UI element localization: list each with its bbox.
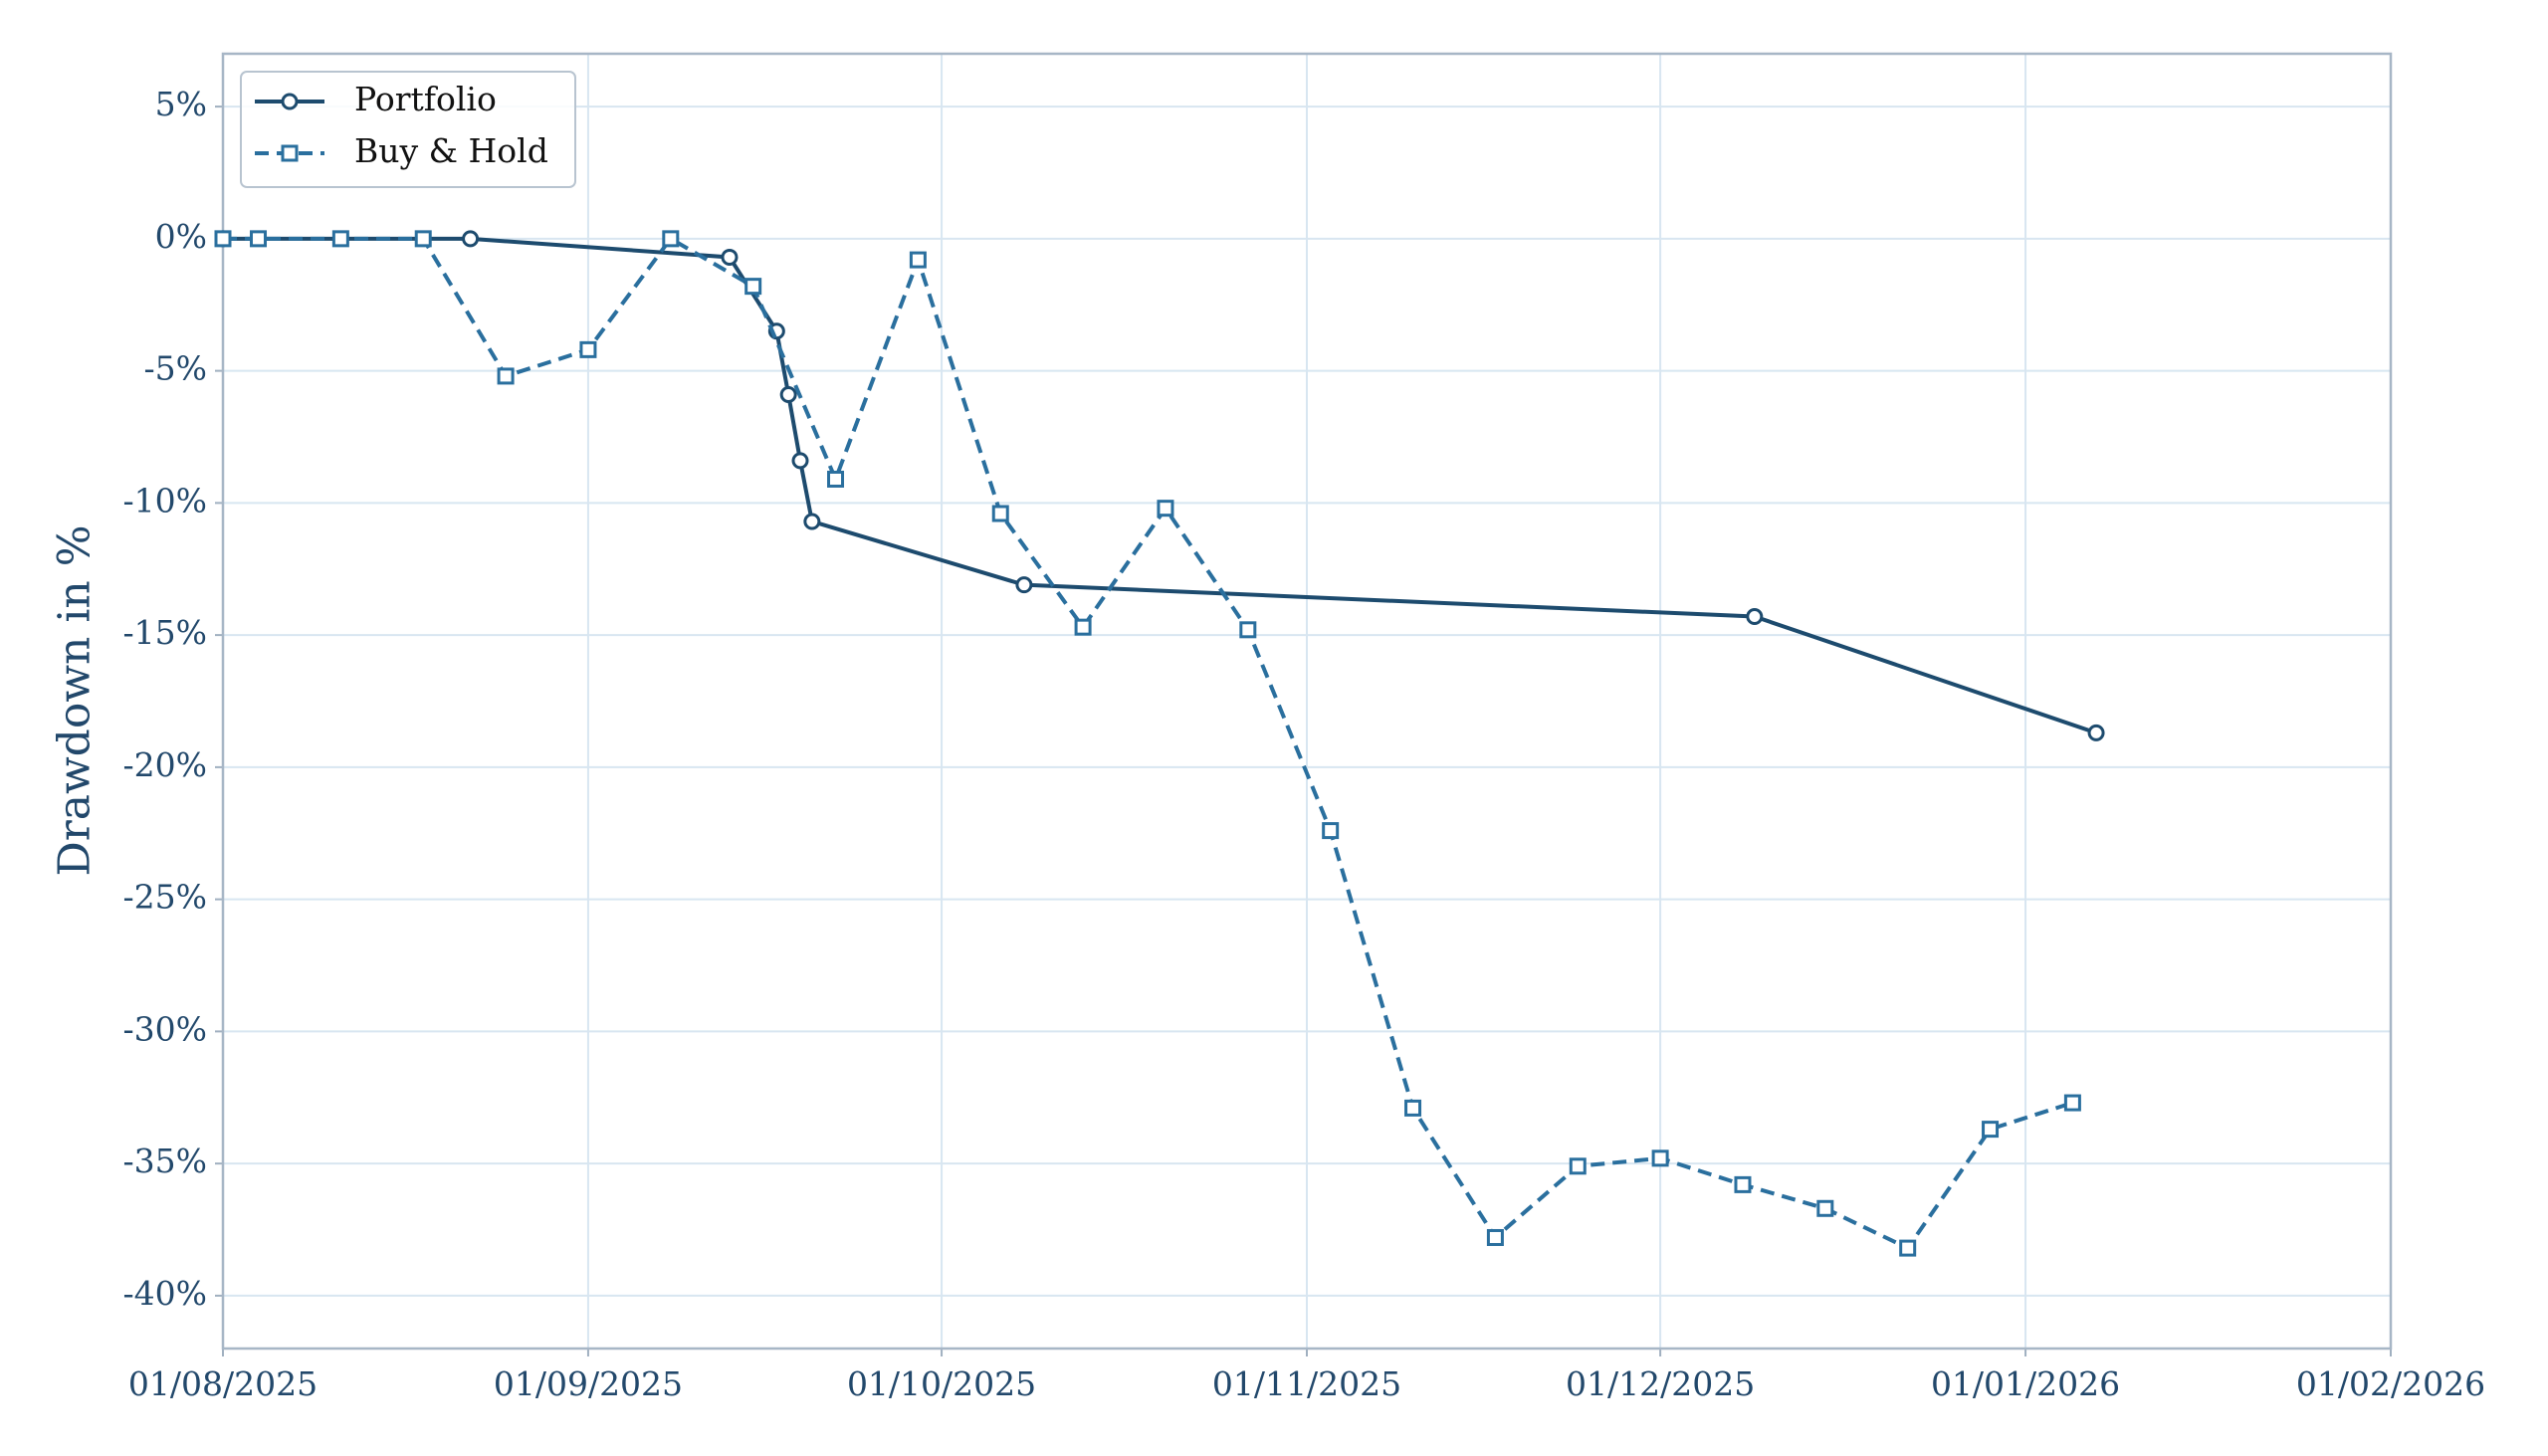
data-point bbox=[1746, 608, 1764, 626]
x-tick-label: 01/09/2025 bbox=[494, 1364, 683, 1403]
x-tick-label: 01/11/2025 bbox=[1212, 1364, 1401, 1403]
y-tick-label: 0% bbox=[155, 217, 207, 256]
y-tick-label: -5% bbox=[143, 349, 207, 388]
data-point bbox=[214, 230, 232, 248]
legend-marker bbox=[281, 93, 299, 110]
data-point bbox=[1651, 1149, 1669, 1167]
legend-label: Buy & Hold bbox=[354, 131, 548, 170]
data-point bbox=[331, 230, 349, 248]
y-tick-label: -25% bbox=[123, 878, 208, 917]
data-point bbox=[2087, 724, 2105, 741]
plot-frame bbox=[221, 52, 2393, 1351]
data-point bbox=[721, 248, 739, 266]
data-point bbox=[779, 386, 797, 404]
data-point bbox=[991, 505, 1009, 522]
y-tick-label: -35% bbox=[123, 1142, 208, 1180]
data-point bbox=[1486, 1228, 1504, 1246]
y-tick-label: -30% bbox=[123, 1009, 208, 1048]
data-point bbox=[1157, 500, 1174, 518]
data-point bbox=[791, 452, 809, 470]
data-point bbox=[462, 230, 480, 248]
data-point bbox=[1982, 1121, 2000, 1139]
y-tick-label: -40% bbox=[123, 1274, 208, 1313]
data-point bbox=[827, 470, 845, 488]
data-point bbox=[803, 513, 821, 530]
data-point bbox=[1322, 822, 1340, 840]
x-tick-label: 01/08/2025 bbox=[128, 1364, 318, 1403]
series-line bbox=[223, 236, 2097, 735]
data-point bbox=[250, 230, 268, 248]
data-point bbox=[579, 340, 597, 358]
x-tick-label: 01/02/2026 bbox=[2296, 1364, 2485, 1403]
data-point bbox=[1899, 1239, 1917, 1257]
data-point bbox=[1239, 621, 1257, 639]
data-point bbox=[909, 251, 927, 269]
data-point bbox=[1569, 1157, 1587, 1175]
series-line bbox=[223, 236, 2074, 1251]
data-point bbox=[662, 230, 680, 248]
legend-label: Portfolio bbox=[354, 80, 497, 118]
legend-marker bbox=[281, 144, 299, 162]
x-tick-label: 01/10/2025 bbox=[847, 1364, 1036, 1403]
data-point bbox=[414, 230, 432, 248]
y-tick-label: 5% bbox=[155, 85, 207, 123]
y-tick-label: -15% bbox=[123, 613, 208, 652]
x-tick-label: 01/12/2025 bbox=[1566, 1364, 1755, 1403]
y-tick-label: -20% bbox=[123, 745, 208, 784]
data-point bbox=[1404, 1099, 1422, 1117]
data-point bbox=[1074, 618, 1092, 636]
data-point bbox=[497, 367, 515, 385]
x-tick-label: 01/01/2026 bbox=[1931, 1364, 2120, 1403]
data-point bbox=[744, 278, 762, 296]
y-tick-label: -10% bbox=[123, 481, 208, 520]
data-point bbox=[2063, 1094, 2081, 1112]
y-axis-label: Drawdown in % bbox=[50, 524, 101, 876]
data-point bbox=[1015, 576, 1033, 594]
data-point bbox=[1734, 1175, 1752, 1193]
data-point bbox=[1816, 1199, 1834, 1217]
